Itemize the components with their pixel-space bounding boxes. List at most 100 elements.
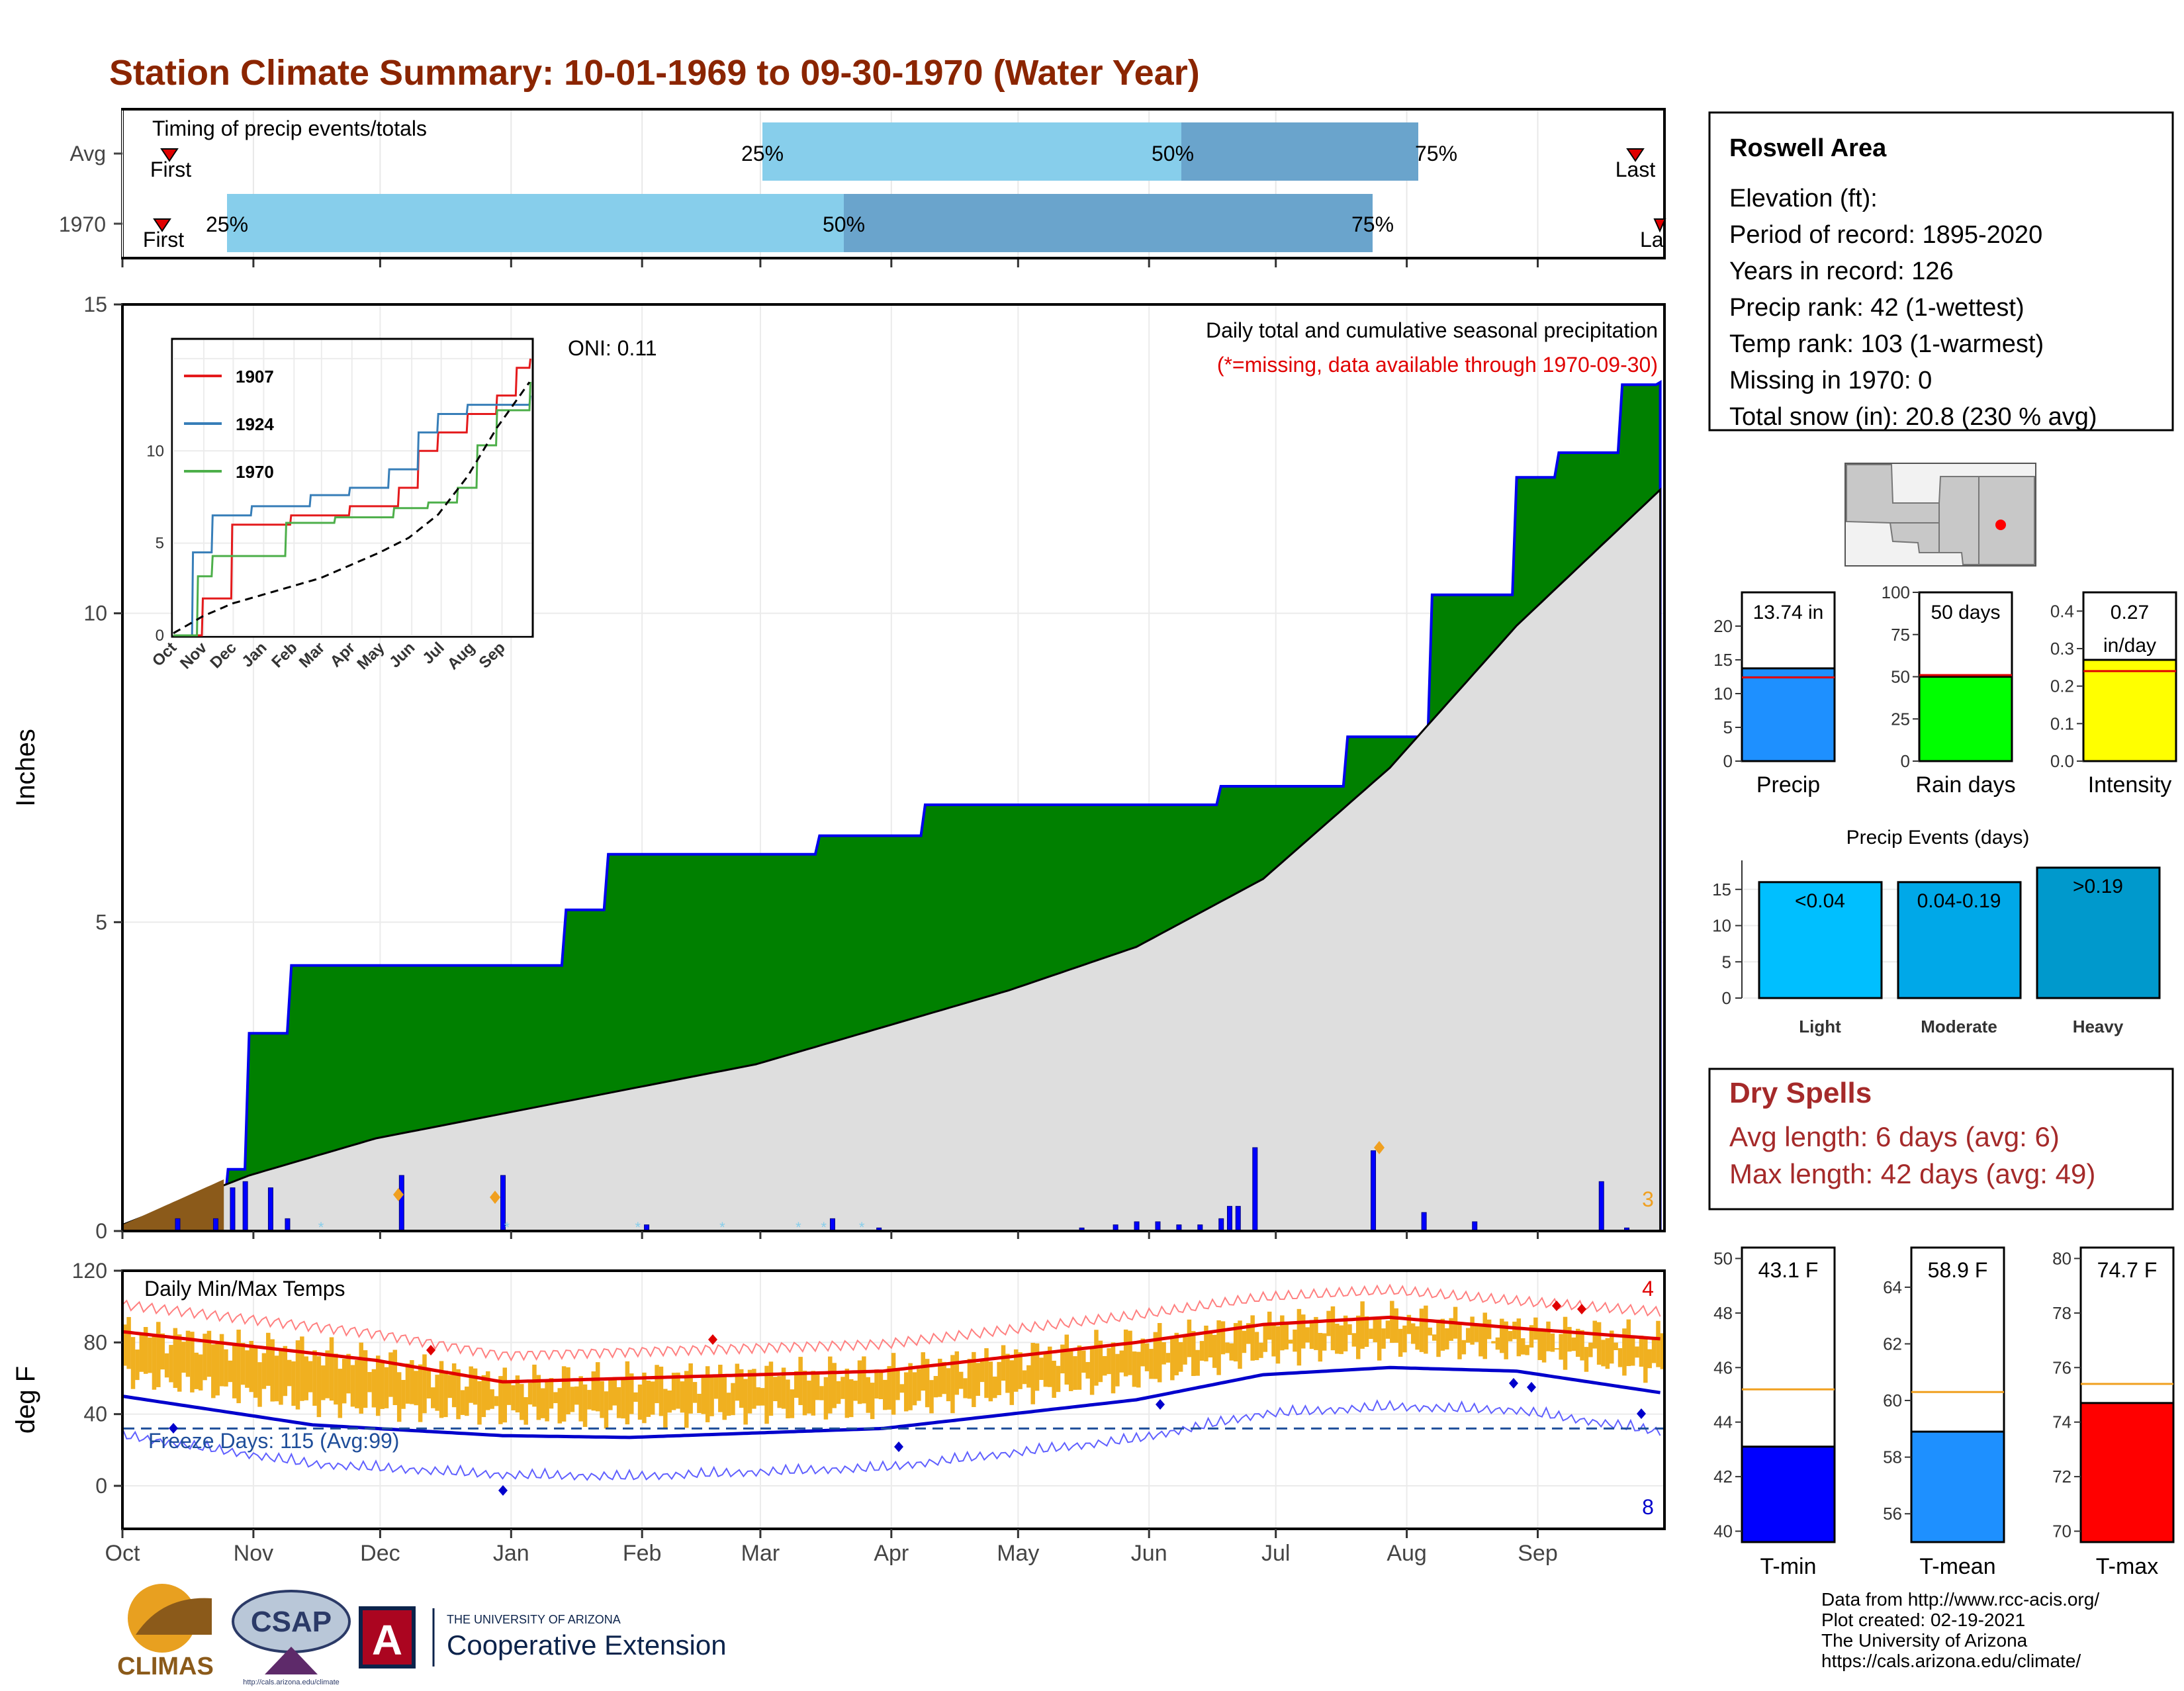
- daily-temp-range-bar: [1343, 1315, 1348, 1351]
- daily-temp-range-bar: [1293, 1329, 1297, 1352]
- temp-bar-tick-label: 80: [2052, 1248, 2071, 1268]
- temp-bar-tick-label: 58: [1883, 1447, 1902, 1467]
- month-label: Dec: [360, 1541, 400, 1566]
- inset-line-1970: [173, 381, 531, 637]
- daily-temp-range-bar: [1610, 1330, 1614, 1364]
- daily-temp-range-bar: [164, 1353, 169, 1378]
- daily-temp-range-bar: [304, 1356, 308, 1400]
- daily-temp-range-bar: [1500, 1318, 1504, 1353]
- daily-temp-range-bar: [527, 1383, 533, 1405]
- precip-ytick-label: 10: [83, 602, 107, 625]
- daily-temp-range-bar: [557, 1388, 563, 1424]
- events-tick-label: 0: [1722, 988, 1731, 1008]
- events-bar-label: <0.04: [1795, 890, 1845, 912]
- daily-temp-range-bar: [1419, 1308, 1424, 1352]
- daily-temp-range-bar: [350, 1365, 355, 1407]
- daily-temp-range-bar: [1347, 1324, 1352, 1336]
- daily-temp-range-bar: [912, 1372, 917, 1406]
- daily-temp-range-bar: [1107, 1348, 1111, 1375]
- month-label: Jul: [1261, 1541, 1290, 1566]
- record-high-marker: [708, 1334, 717, 1345]
- daily-temp-range-bar: [1001, 1345, 1006, 1381]
- climas-logo: CLIMAS: [117, 1584, 214, 1680]
- daily-temp-range-bar: [160, 1333, 165, 1370]
- daily-temp-range-bar: [1048, 1346, 1052, 1387]
- daily-precip-bar: [1598, 1181, 1604, 1232]
- daily-temp-range-bar: [1516, 1318, 1522, 1357]
- mini-bar-tick-label: 75: [1891, 625, 1910, 645]
- daily-temp-range-bar: [1660, 1333, 1665, 1369]
- daily-temp-range-bar: [245, 1350, 250, 1388]
- record-low-marker: [1527, 1382, 1536, 1393]
- daily-temp-range-bar: [130, 1337, 136, 1389]
- month-label: Jan: [493, 1541, 529, 1566]
- legend-label-1924: 1924: [236, 414, 274, 434]
- daily-temp-range-bar: [1250, 1315, 1255, 1361]
- daily-temp-range-bar: [1537, 1330, 1542, 1360]
- daily-temp-range-bar: [1068, 1350, 1073, 1391]
- oni-label: ONI: 0.11: [568, 336, 657, 360]
- daily-temp-range-bar: [1005, 1353, 1010, 1393]
- y1970-p25-label: 25%: [206, 212, 248, 236]
- daily-temp-range-bar: [1254, 1332, 1259, 1361]
- daily-temp-range-bar: [1318, 1332, 1323, 1362]
- daily-temp-range-bar: [1149, 1349, 1154, 1379]
- daily-temp-range-bar: [1381, 1328, 1386, 1349]
- daily-temp-range-bar: [870, 1383, 875, 1420]
- month-label: Mar: [741, 1541, 780, 1566]
- daily-temp-range-bar: [515, 1375, 520, 1413]
- daily-temp-range-bar: [929, 1380, 934, 1414]
- daily-temp-range-bar: [473, 1368, 478, 1405]
- daily-temp-range-bar: [1559, 1334, 1563, 1360]
- daily-temp-range-bar: [321, 1365, 326, 1400]
- daily-temp-range-bar: [735, 1363, 740, 1401]
- daily-temp-range-bar: [545, 1380, 549, 1422]
- daily-precip-bar: [1134, 1221, 1140, 1232]
- daily-temp-range-bar: [485, 1371, 490, 1410]
- daily-temp-range-bar: [1614, 1342, 1618, 1350]
- daily-temp-range-bar: [206, 1330, 212, 1377]
- daily-temp-range-bar: [692, 1382, 698, 1403]
- events-tick-label: 5: [1722, 952, 1731, 972]
- daily-temp-range-bar: [954, 1351, 960, 1395]
- temp-panel-frame: [121, 1269, 1666, 1530]
- daily-temp-range-bar: [152, 1334, 157, 1390]
- daily-temp-range-bar: [1132, 1351, 1137, 1387]
- daily-temp-range-bar: [1174, 1332, 1179, 1376]
- record-low-marker: [894, 1441, 903, 1452]
- daily-temp-range-bar: [1461, 1340, 1467, 1355]
- daily-temp-range-bar: [1039, 1357, 1044, 1381]
- events-title: Precip Events (days): [1846, 827, 2030, 848]
- temp-ytick-label: 120: [72, 1259, 107, 1283]
- daily-temp-range-bar: [523, 1397, 528, 1425]
- temp-bar-value: 43.1 F: [1758, 1258, 1819, 1282]
- ua-logo: A THE UNIVERSITY OF ARIZONA Cooperative …: [359, 1606, 727, 1668]
- daily-temp-range-bar: [498, 1376, 503, 1424]
- daily-temp-range-bar: [1470, 1316, 1475, 1345]
- daily-temp-range-bar: [1153, 1332, 1158, 1379]
- daily-temp-range-bar: [1445, 1328, 1449, 1349]
- daily-temp-range-bar: [1225, 1342, 1230, 1353]
- daily-temp-range-bar: [224, 1349, 228, 1387]
- daily-temp-range-bar: [883, 1379, 887, 1410]
- daily-temp-range-bar: [308, 1361, 313, 1393]
- daily-temp-range-bar: [1584, 1347, 1589, 1372]
- daily-temp-range-bar: [1043, 1353, 1048, 1387]
- temp-bar-value: 74.7 F: [2097, 1258, 2158, 1282]
- daily-temp-range-bar: [367, 1372, 372, 1393]
- daily-temp-range-bar: [756, 1387, 761, 1406]
- daily-temp-range-bar: [396, 1372, 402, 1422]
- daily-temp-range-bar: [283, 1346, 288, 1396]
- y1970-p75-label: 75%: [1351, 212, 1394, 236]
- daily-temp-range-bar: [329, 1337, 334, 1401]
- daily-temp-range-bar: [549, 1378, 554, 1409]
- daily-temp-range-bar: [520, 1384, 524, 1420]
- daily-temp-range-bar: [1656, 1320, 1661, 1367]
- daily-temp-range-bar: [1263, 1324, 1268, 1352]
- daily-temp-range-bar: [135, 1349, 140, 1381]
- daily-temp-range-bar: [705, 1366, 710, 1422]
- daily-temp-range-bar: [773, 1377, 778, 1402]
- page-title: Station Climate Summary: 10-01-1969 to 0…: [109, 53, 1200, 93]
- daily-temp-range-bar: [1330, 1306, 1336, 1351]
- daily-temp-range-bar: [570, 1387, 575, 1412]
